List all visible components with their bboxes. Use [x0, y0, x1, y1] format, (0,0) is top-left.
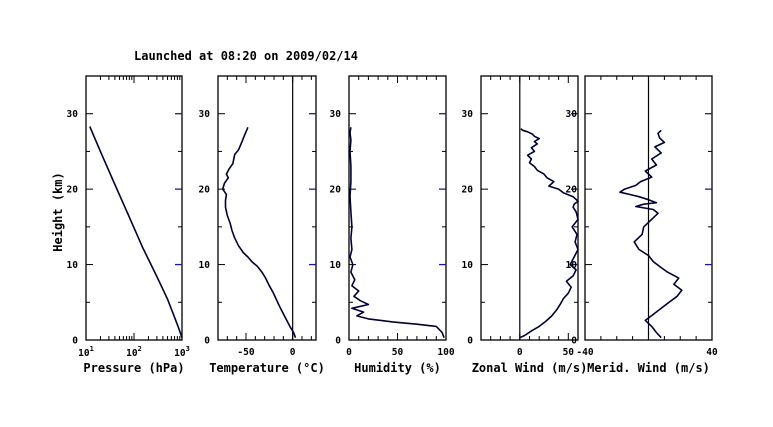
zonal-wind-profile-line: [519, 128, 579, 339]
height-y-axis-label: Height (km): [51, 172, 65, 251]
pressure-profile-line: [89, 126, 183, 338]
pressure-panel: 0 10 20 30 101 102 103 Pressure (hPa) Height (km…: [51, 75, 190, 375]
meridional-wind-panel: 0 10 20 30 -40 40 Merid. Wind (m/s): [566, 75, 718, 375]
figure-title: Launched at 08:20 on 2009/02/14: [134, 49, 358, 63]
meridional-wind-x-axis-label: Merid. Wind (m/s): [587, 361, 710, 375]
y-tick-label: 30: [199, 109, 211, 120]
x-tick-label: 50: [392, 347, 404, 358]
x-tick-label: -40: [576, 347, 593, 358]
y-tick-label: 30: [566, 109, 578, 120]
temperature-panel: 0 10 20 30 -50 0 Temperature (°C): [199, 75, 325, 375]
humidity-frame: [348, 75, 447, 341]
x-tick-label: 50: [563, 347, 575, 358]
y-tick-label: 10: [67, 260, 79, 271]
y-tick-label: 20: [67, 185, 79, 196]
y-tick-label: 30: [462, 109, 474, 120]
zonal-wind-frame: [480, 75, 579, 341]
temperature-x-axis-label: Temperature (°C): [209, 361, 325, 375]
x-tick-label: 0: [290, 347, 296, 358]
x-tick-label: 102: [126, 345, 142, 359]
meridional-wind-profile-line: [619, 129, 683, 339]
y-tick-label: 30: [330, 109, 342, 120]
y-tick-label: 0: [467, 336, 473, 347]
pressure-x-axis-label: Pressure (hPa): [83, 361, 184, 375]
x-tick-label: 101: [78, 345, 94, 359]
humidity-x-axis-label: Humidity (%): [354, 361, 441, 375]
y-tick-label: 10: [330, 260, 342, 271]
temperature-profile-line: [221, 126, 297, 338]
y-tick-label: 0: [72, 336, 78, 347]
x-tick-label: 103: [174, 345, 190, 359]
humidity-panel: 0 10 20 30 0 50 100 Humidity (%): [330, 75, 455, 375]
y-tick-label: 0: [571, 336, 577, 347]
y-tick-label: 20: [199, 185, 211, 196]
y-tick-label: 30: [67, 109, 79, 120]
humidity-profile-line: [349, 127, 445, 338]
y-tick-label: 10: [566, 260, 578, 271]
temperature-frame: [217, 75, 317, 341]
y-tick-label: 0: [335, 336, 341, 347]
x-tick-label: 40: [706, 347, 718, 358]
y-tick-label: 20: [566, 185, 578, 196]
x-tick-label: 100: [437, 347, 454, 358]
x-tick-label: 0: [346, 347, 352, 358]
zonal-wind-x-axis-label: Zonal Wind (m/s): [472, 361, 588, 375]
y-tick-label: 20: [330, 185, 342, 196]
x-tick-label: -50: [237, 347, 254, 358]
y-tick-label: 10: [462, 260, 474, 271]
x-tick-label: 0: [517, 347, 523, 358]
y-tick-label: 0: [204, 336, 210, 347]
y-tick-label: 10: [199, 260, 211, 271]
y-tick-label: 20: [462, 185, 474, 196]
panels: 0 10 20 30 101 102 103 Pressure (hPa) Height (km…: [51, 75, 718, 375]
